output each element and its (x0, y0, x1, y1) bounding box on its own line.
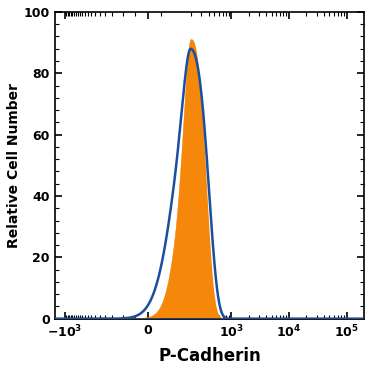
Y-axis label: Relative Cell Number: Relative Cell Number (7, 83, 21, 248)
X-axis label: P-Cadherin: P-Cadherin (158, 347, 261, 365)
